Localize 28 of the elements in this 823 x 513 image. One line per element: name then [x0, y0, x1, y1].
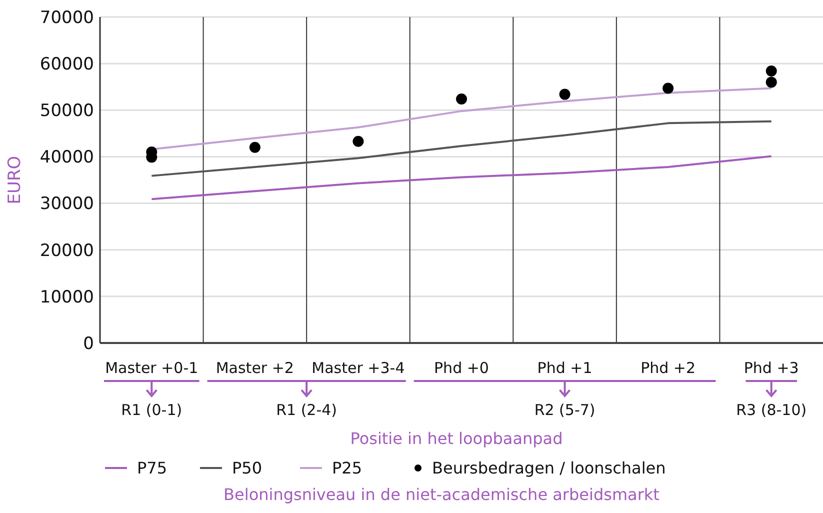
y-tick-label: 40000	[40, 148, 94, 168]
x-tick-label: Master +2	[216, 359, 294, 377]
y-tick-label: 30000	[40, 194, 94, 214]
y-tick-label: 50000	[40, 101, 94, 122]
text: R1 (2-4)	[276, 401, 338, 419]
y-tick-label: 20000	[40, 240, 94, 261]
y-tick-label: 60000	[40, 54, 94, 75]
y-tick-label: 10000	[40, 287, 94, 308]
x-tick-label: Phd +2	[640, 359, 696, 377]
legend-label: P75	[137, 458, 168, 478]
x-tick-label: Phd +3	[744, 359, 799, 377]
text: R2 (5-7)	[534, 401, 596, 419]
text: R1 (0-1)	[121, 401, 182, 419]
x-tick-label: Master +0-1	[105, 359, 198, 377]
legend-label: P50	[232, 458, 262, 478]
x-tick-label: Phd +1	[537, 359, 592, 377]
text: R3 (8-10)	[736, 401, 807, 419]
x-tick-label: Master +3-4	[312, 359, 405, 377]
line-series	[150, 120, 772, 177]
y-axis-title: EURO	[5, 156, 25, 204]
y-tick-label: 70000	[40, 8, 94, 28]
legend-title: Beloningsniveau in de niet-academische arbeidsmarkt	[224, 485, 660, 504]
legend-label: Beursbedragen / loonschalen	[432, 458, 666, 478]
x-tick-label: Phd +0	[434, 359, 489, 377]
line-series	[150, 155, 772, 200]
y-tick-label: 0	[83, 334, 94, 354]
legend-label: P25	[332, 458, 362, 478]
x-axis-title: Positie in het loopbaanpad	[350, 429, 563, 448]
